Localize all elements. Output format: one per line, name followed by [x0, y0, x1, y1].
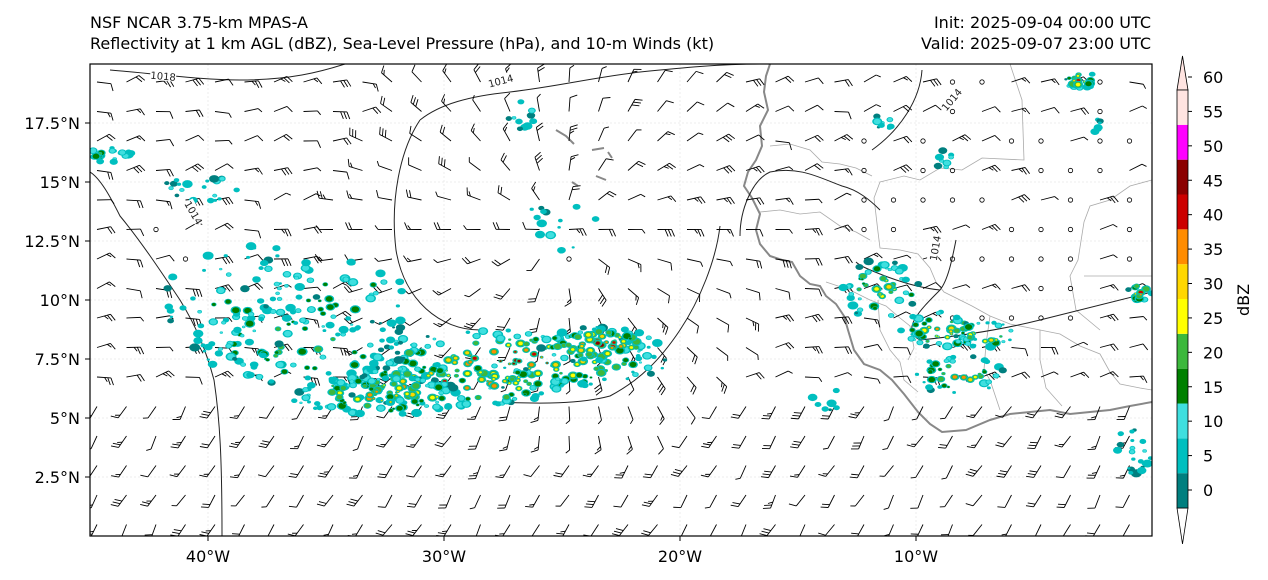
- country-borders: [759, 64, 1152, 411]
- colorbar-segment: [1177, 333, 1188, 369]
- valid-time: Valid: 2025-09-07 23:00 UTC: [920, 34, 1151, 53]
- colorbar-segment: [1177, 159, 1188, 195]
- lat-tick-label: 5°N: [50, 409, 80, 428]
- colorbar-tick-label: 20: [1203, 343, 1223, 362]
- map-background: [90, 64, 1152, 536]
- colorbar-tick-label: 5: [1203, 447, 1213, 466]
- lat-tick-label: 17.5°N: [24, 114, 80, 133]
- colorbar-segment: [1177, 194, 1188, 230]
- lat-tick-label: 7.5°N: [35, 350, 80, 369]
- contour-label: 1014: [926, 234, 944, 262]
- svg-text:1018: 1018: [150, 71, 176, 84]
- colorbar-tick-label: 25: [1203, 309, 1223, 328]
- svg-text:1014: 1014: [929, 235, 944, 262]
- lon-tick-label: 40°W: [186, 547, 230, 566]
- colorbar-tick-label: 55: [1203, 102, 1223, 121]
- colorbar-tick-label: 10: [1203, 412, 1223, 431]
- colorbar-segment: [1177, 299, 1188, 334]
- lon-tick-label: 10°W: [894, 547, 938, 566]
- init-time: Init: 2025-09-04 00:00 UTC: [933, 13, 1151, 32]
- lat-tick-label: 15°N: [40, 173, 80, 192]
- colorbar-tick-label: 30: [1203, 275, 1223, 294]
- colorbar-segment: [1177, 473, 1188, 508]
- colorbar-tick-label: 60: [1203, 68, 1223, 87]
- colorbar-tick-label: 35: [1203, 240, 1223, 259]
- colorbar-segment: [1177, 264, 1188, 299]
- colorbar-tick-label: 40: [1203, 206, 1223, 225]
- colorbar-tick-label: 0: [1203, 481, 1213, 500]
- colorbar-tick-label: 45: [1203, 171, 1223, 190]
- colorbar-tick-label: 15: [1203, 378, 1223, 397]
- fields-subtitle: Reflectivity at 1 km AGL (dBZ), Sea-Leve…: [90, 34, 715, 53]
- coastline: [555, 64, 1152, 434]
- model-title: NSF NCAR 3.75-km MPAS-A: [90, 13, 308, 32]
- lat-tick-label: 12.5°N: [24, 232, 80, 251]
- wind-barbs: [90, 64, 1149, 536]
- lat-tick-label: 10°N: [40, 291, 80, 310]
- colorbar-segment: [1177, 90, 1188, 125]
- lon-tick-label: 20°W: [658, 547, 702, 566]
- reflectivity-field: [90, 71, 1152, 478]
- latitude-axis: 17.5°N 15°N 12.5°N 10°N 7.5°N 5°N 2.5°N: [24, 114, 90, 487]
- longitude-axis: 40°W 30°W 20°W 10°W: [186, 536, 938, 566]
- lat-tick-label: 2.5°N: [35, 468, 80, 487]
- contour-label: 1018: [149, 68, 177, 84]
- colorbar-segment: [1177, 368, 1188, 404]
- colorbar-tick-label: 50: [1203, 137, 1223, 156]
- colorbar-segment: [1177, 229, 1188, 265]
- colorbar: 0 5 10 15 20 25 30 35 40 45 50 55 60 dBZ: [1176, 55, 1253, 545]
- colorbar-title: dBZ: [1234, 284, 1253, 316]
- title-left: NSF NCAR 3.75-km MPAS-A Reflectivity at …: [90, 12, 714, 54]
- title-right: Init: 2025-09-04 00:00 UTC Valid: 2025-0…: [921, 12, 1151, 54]
- colorbar-segment: [1177, 403, 1188, 439]
- colorbar-segment: [1177, 438, 1188, 474]
- colorbar-max-extension: [1176, 55, 1189, 91]
- colorbar-min-extension: [1176, 507, 1189, 545]
- lon-tick-label: 30°W: [422, 547, 466, 566]
- colorbar-segment: [1177, 124, 1188, 160]
